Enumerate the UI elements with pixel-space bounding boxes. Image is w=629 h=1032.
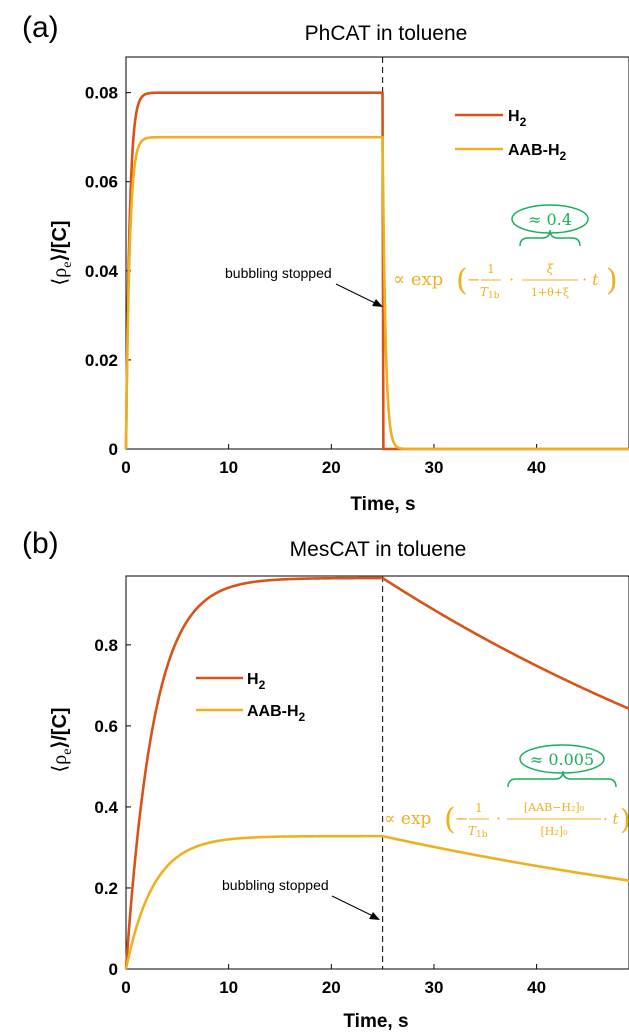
panel-a-label: (a)	[22, 11, 59, 44]
panel-a-formula-tail: · t	[582, 270, 599, 289]
panel-a-formula-f2-den: 1+θ+ξ	[531, 286, 569, 299]
panel-a-approx-text: ≈ 0.4	[528, 210, 572, 229]
panel-b-xtick-label: 20	[322, 978, 341, 997]
panel-b-label: (b)	[22, 527, 59, 560]
panel-b-formula-dot: ·	[496, 809, 501, 828]
panel-a-title: PhCAT in toluene	[305, 22, 468, 45]
panel-b-legend: H2 AAB-H2	[196, 671, 306, 724]
panel-b-formula-f2-num: [AAB−H₂]₀	[524, 801, 585, 814]
panel-b-ytick-label: 0.6	[94, 717, 118, 736]
panel-a-xtick-label: 10	[219, 458, 238, 477]
panel-b-ylabel: ⟨ρe⟩/[C]	[49, 707, 75, 772]
panel-b-series-aab-h2-line	[124, 834, 629, 970]
panel-a-formula: ∝ exp ( − 1 T1b · ξ 1+θ+ξ · t )	[393, 262, 618, 301]
panel-b-formula-prefix: ∝ exp	[384, 809, 432, 829]
panel-a-ylabel: ⟨ρe⟩/[C]	[49, 220, 75, 285]
panel-a-annotation: bubbling stopped	[225, 265, 332, 281]
panel-a-formula-lparen: (	[456, 263, 468, 298]
panel-b-formula-f1-den: T1b	[468, 824, 488, 840]
panel-a-legend: H2 AAB-H2	[455, 108, 567, 163]
panel-a-formula-f2-num: ξ	[547, 262, 555, 276]
panel-b-ylabel-tail: ⟩/[C]	[49, 707, 71, 748]
panel-b-formula-f1-num: 1	[475, 801, 483, 815]
panel-b-annotation-arrowhead	[369, 912, 380, 920]
panel-a-legend-aab-h2: AAB-H2	[508, 142, 567, 163]
panel-b-legend-h2: H2	[247, 671, 266, 692]
panel-b-xtick-label: 30	[424, 978, 443, 997]
panel-b-approx-text: ≈ 0.005	[530, 750, 594, 769]
panel-a-approx-brace	[519, 229, 581, 247]
panel-a-formula-dot: ·	[509, 270, 514, 289]
panel-a-ylabel-sub: e	[60, 262, 75, 268]
panel-b-ytick-label: 0.2	[94, 879, 118, 898]
panel-a-series-aab-h2-line	[124, 135, 629, 451]
panel-b-ytick-label: 0.4	[94, 798, 118, 817]
panel-a-formula-f1-num: 1	[487, 262, 495, 276]
panel-b-ylabel-sub: e	[60, 749, 75, 755]
panel-a-formula-minus: −	[467, 270, 480, 289]
panel-b-formula-lparen: (	[444, 802, 456, 837]
panel-a-ylabel-tail: ⟩/[C]	[49, 220, 71, 261]
panel-a-y-ticks: 0 0.02 0.04 0.06 0.08	[85, 84, 131, 459]
panel-a-formula-prefix: ∝ exp	[393, 269, 443, 290]
panel-b-xtick-label: 10	[219, 978, 238, 997]
panel-b-x-ticks: 0 10 20 30 40	[121, 964, 546, 997]
panel-b-ylabel-main: ⟨ρ	[49, 755, 71, 773]
panel-b-approx-brace	[507, 770, 617, 788]
panel-b-y-ticks: 0 0.2 0.4 0.6 0.8	[94, 636, 131, 979]
panel-b-formula: ∝ exp ( − 1 T1b · [AAB−H₂]₀ [H₂]₀ · t )	[384, 801, 629, 840]
panel-b-ytick-label: 0	[109, 960, 118, 979]
panel-b-series-h2-line	[124, 576, 629, 970]
panel-b-annotation: bubbling stopped	[222, 877, 329, 893]
panel-b-approx-ellipse	[519, 744, 605, 774]
panel-b-formula-minus: −	[455, 809, 468, 828]
panel-a-xtick-label: 20	[322, 458, 341, 477]
panel-a-annotation-arrowhead	[372, 299, 383, 307]
panel-a-plot-area	[125, 56, 629, 450]
panel-a-x-ticks: 0 10 20 30 40	[121, 444, 546, 477]
panel-b-annotation-arrow	[331, 895, 376, 918]
panel-a-xtick-label: 40	[527, 458, 546, 477]
panel-a-ytick-label: 0	[109, 440, 118, 459]
panel-b-title: MesCAT in toluene	[290, 538, 467, 561]
panel-a-xlabel: Time, s	[350, 494, 415, 515]
panel-a-formula-f1-den: T1b	[480, 285, 500, 301]
panel-b-plot-area	[125, 575, 629, 970]
panel-a: (a) PhCAT in toluene 0 0.02 0.04 0.06 0.08 0…	[22, 11, 629, 515]
panel-a-ytick-label: 0.02	[85, 351, 118, 370]
panel-b-xtick-label: 40	[527, 978, 546, 997]
panel-b-xtick-label: 0	[121, 978, 130, 997]
panel-a-ytick-label: 0.04	[85, 262, 119, 281]
panel-b-legend-aab-h2: AAB-H2	[247, 703, 306, 724]
panel-a-xtick-label: 30	[424, 458, 443, 477]
panel-b: (b) MesCAT in toluene 0 0.2 0.4 0.6 0.8 0 10 2…	[22, 527, 629, 1032]
panel-a-annotation-arrow	[335, 283, 380, 306]
panel-a-ytick-label: 0.06	[85, 173, 118, 192]
panel-a-xtick-label: 0	[121, 458, 130, 477]
panel-a-ytick-label: 0.08	[85, 84, 118, 103]
panel-a-formula-rparen: )	[606, 263, 618, 298]
panel-b-formula-rparen: )	[620, 803, 629, 836]
panel-b-xlabel: Time, s	[343, 1011, 408, 1032]
panel-b-ytick-label: 0.8	[94, 636, 118, 655]
panel-a-ylabel-main: ⟨ρ	[49, 268, 71, 286]
panel-a-legend-h2: H2	[508, 108, 527, 129]
panel-b-formula-tail: · t	[603, 810, 620, 828]
panel-b-formula-f2-den: [H₂]₀	[541, 825, 569, 838]
